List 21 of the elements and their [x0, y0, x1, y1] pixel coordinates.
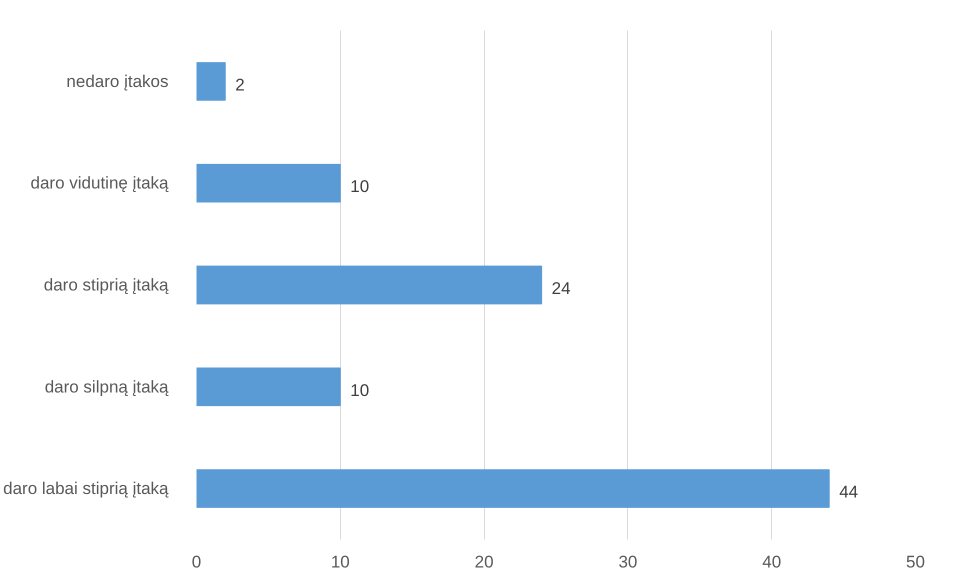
bar [196, 62, 226, 101]
x-tick-label: 10 [330, 552, 350, 572]
bar [196, 266, 542, 304]
data-label: 2 [235, 75, 245, 94]
x-tick-label: 0 [192, 552, 202, 572]
bar [196, 469, 830, 508]
data-label: 24 [552, 279, 571, 298]
y-tick-label: daro labai stiprią įtaką [3, 479, 170, 498]
bar [196, 164, 341, 203]
data-label: 10 [350, 380, 370, 400]
x-tick-label: 20 [474, 552, 494, 572]
x-tick-label: 50 [906, 552, 925, 572]
x-tick-label: 30 [618, 552, 638, 572]
data-label: 44 [839, 482, 858, 502]
x-tick-label: 40 [762, 552, 782, 572]
bar [196, 367, 341, 406]
y-tick-label: daro silpną įtaką [44, 377, 170, 396]
y-tick-label: nedaro įtakos [66, 72, 169, 91]
y-tick-label: daro stiprią įtaką [44, 276, 170, 294]
y-tick-label: daro vidutinę įtaką [30, 174, 170, 193]
data-label: 10 [350, 177, 370, 196]
